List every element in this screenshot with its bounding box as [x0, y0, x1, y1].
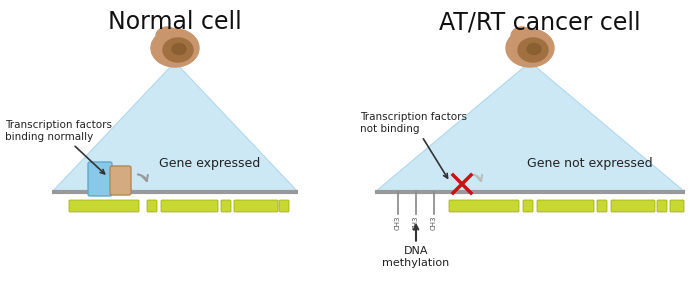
Ellipse shape: [172, 44, 186, 55]
Text: Normal cell: Normal cell: [108, 10, 242, 34]
Text: Transcription factors
binding normally: Transcription factors binding normally: [5, 120, 112, 174]
FancyBboxPatch shape: [234, 200, 278, 212]
FancyBboxPatch shape: [611, 200, 655, 212]
Ellipse shape: [506, 29, 554, 67]
Ellipse shape: [531, 33, 549, 47]
Ellipse shape: [156, 27, 178, 45]
Text: CH3: CH3: [431, 216, 437, 230]
FancyBboxPatch shape: [537, 200, 594, 212]
FancyBboxPatch shape: [523, 200, 533, 212]
Polygon shape: [375, 62, 685, 192]
Text: Gene expressed: Gene expressed: [160, 157, 260, 170]
Ellipse shape: [518, 38, 548, 62]
FancyBboxPatch shape: [161, 200, 218, 212]
Text: CH3: CH3: [413, 216, 419, 230]
FancyBboxPatch shape: [69, 200, 139, 212]
Ellipse shape: [151, 29, 199, 67]
Text: CH3: CH3: [395, 216, 401, 230]
Text: DNA
methylation: DNA methylation: [382, 225, 449, 268]
Polygon shape: [52, 62, 298, 192]
FancyBboxPatch shape: [449, 200, 519, 212]
Ellipse shape: [163, 38, 193, 62]
FancyBboxPatch shape: [657, 200, 667, 212]
Text: Gene not expressed: Gene not expressed: [527, 157, 653, 170]
FancyBboxPatch shape: [88, 162, 112, 196]
Text: AT/RT cancer cell: AT/RT cancer cell: [439, 10, 640, 34]
FancyBboxPatch shape: [221, 200, 231, 212]
Ellipse shape: [176, 33, 194, 47]
FancyBboxPatch shape: [147, 200, 157, 212]
Ellipse shape: [527, 44, 541, 55]
Text: Transcription factors
not binding: Transcription factors not binding: [360, 112, 467, 178]
FancyBboxPatch shape: [279, 200, 289, 212]
FancyBboxPatch shape: [670, 200, 684, 212]
FancyBboxPatch shape: [110, 166, 131, 195]
Ellipse shape: [511, 27, 533, 45]
FancyBboxPatch shape: [597, 200, 607, 212]
